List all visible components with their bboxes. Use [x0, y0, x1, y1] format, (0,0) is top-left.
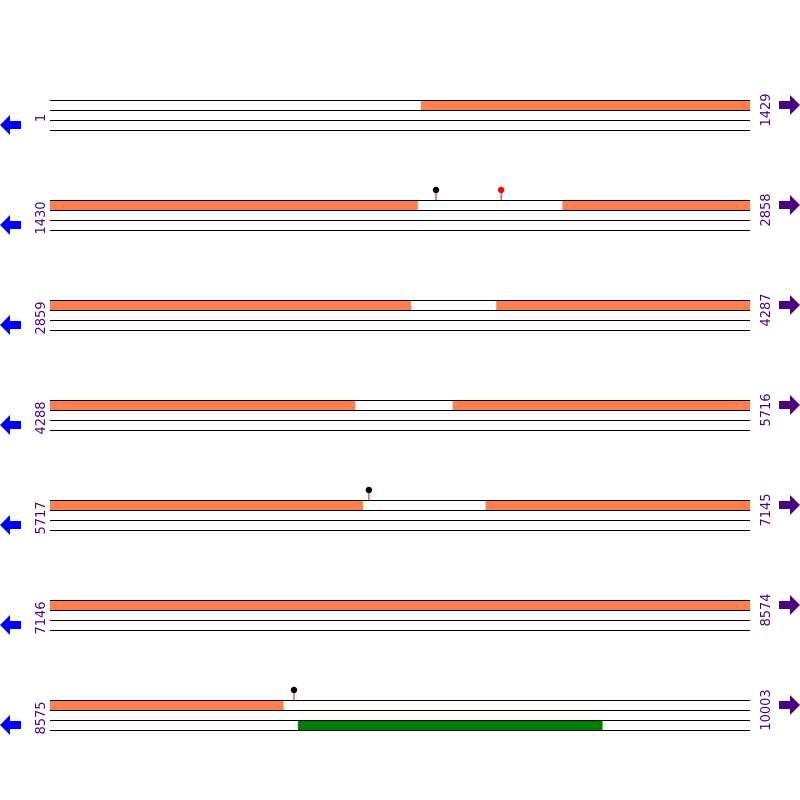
start-position-label: 4288: [34, 401, 49, 434]
end-position-label: 2858: [759, 193, 774, 226]
arrow-right-icon: [779, 195, 800, 215]
map-row: 1430 2858: [0, 186, 800, 235]
arrow-left-icon: [0, 115, 21, 135]
arrow-left-icon: [0, 715, 21, 735]
feature-bar: [485, 500, 750, 510]
lollipop-head: [290, 686, 298, 694]
arrow-left-icon: [0, 215, 21, 235]
arrow-right-icon: [779, 395, 800, 415]
start-position-label: 5717: [34, 501, 49, 534]
feature-bar: [50, 600, 750, 610]
start-position-label: 1430: [34, 201, 49, 234]
map-row: 1 1429: [0, 93, 800, 135]
end-position-label: 1429: [759, 93, 774, 126]
feature-bar: [50, 300, 412, 310]
map-row: 7146 8574: [0, 593, 800, 635]
map-row: 4288 5716: [0, 393, 800, 435]
arrow-left-icon: [0, 315, 21, 335]
feature-bar: [50, 500, 364, 510]
end-position-label: 10003: [759, 689, 774, 730]
arrow-right-icon: [779, 295, 800, 315]
green-feature-bar: [297, 720, 603, 730]
arrow-right-icon: [779, 595, 800, 615]
lollipop-head: [432, 186, 440, 194]
start-position-label: 1: [34, 114, 49, 122]
end-position-label: 4287: [759, 293, 774, 326]
arrow-right-icon: [779, 495, 800, 515]
feature-bar: [562, 200, 750, 210]
feature-bar: [496, 300, 750, 310]
start-position-label: 8575: [34, 701, 49, 734]
start-position-label: 2859: [34, 301, 49, 334]
feature-bar: [420, 100, 750, 110]
end-position-label: 8574: [759, 593, 774, 626]
end-position-label: 5716: [759, 393, 774, 426]
arrow-right-icon: [779, 95, 800, 115]
feature-bar: [50, 700, 284, 710]
map-row: 2859 4287: [0, 293, 800, 335]
arrow-right-icon: [779, 695, 800, 715]
map-row: 5717 7145: [0, 486, 800, 535]
feature-bar: [50, 200, 418, 210]
arrow-left-icon: [0, 515, 21, 535]
map-row: 8575 10003: [0, 686, 800, 735]
start-position-label: 7146: [34, 601, 49, 634]
lollipop-head: [497, 186, 505, 194]
feature-bar: [50, 400, 356, 410]
arrow-left-icon: [0, 415, 21, 435]
lollipop-head: [365, 486, 373, 494]
arrow-left-icon: [0, 615, 21, 635]
feature-bar: [452, 400, 750, 410]
end-position-label: 7145: [759, 493, 774, 526]
